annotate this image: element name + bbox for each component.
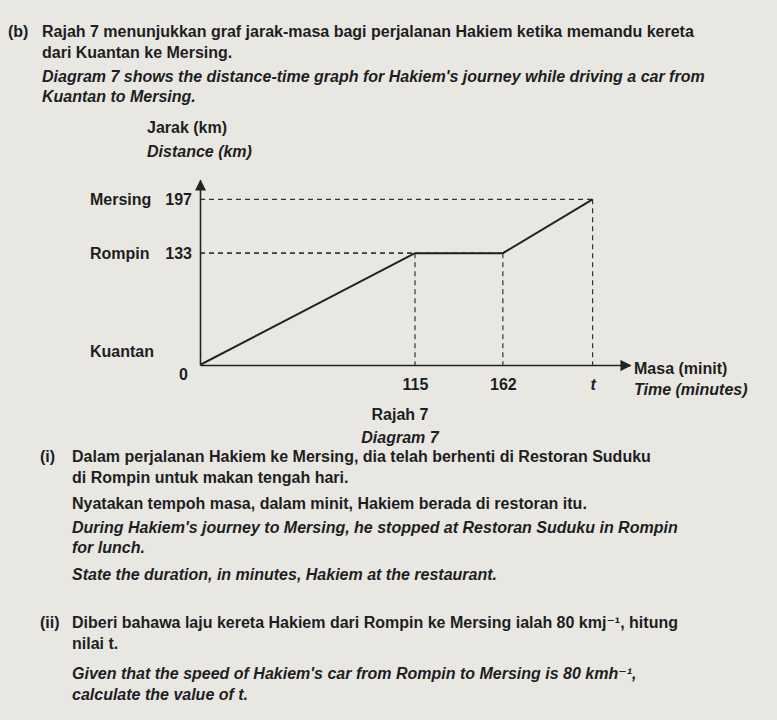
y-axis: 0 133 197 <box>165 181 200 383</box>
guide-line <box>502 253 503 365</box>
part-ms: di Rompin untuk makan tengah hari. <box>72 469 348 486</box>
part-ms: nilai t. <box>72 635 118 652</box>
intro-ms: dari Kuantan ke Mersing. <box>42 44 232 61</box>
x-tick: t <box>590 365 596 393</box>
part-ms: Nyatakan tempoh masa, dalam minit, Hakie… <box>72 495 587 512</box>
y-tick-label: 197 <box>165 191 192 208</box>
x-tick: 162 <box>490 365 517 393</box>
part-en: During Hakiem's journey to Mersing, he s… <box>72 519 678 536</box>
page: (b) Rajah 7 menunjukkan graf jarak-masa b… <box>0 0 777 720</box>
intro-en: Diagram 7 shows the distance-time graph … <box>42 68 705 85</box>
place-label: Kuantan <box>90 343 154 360</box>
y-tick: 0 <box>179 366 200 383</box>
intro-en: Kuantan to Mersing. <box>42 88 196 105</box>
x-tick-label: 115 <box>403 376 429 393</box>
part-label: (i) <box>40 448 55 465</box>
question-label: (b) <box>8 23 28 40</box>
guide-line <box>414 253 415 365</box>
x-axis: 115 162 t <box>201 365 631 393</box>
intro-ms: Rajah 7 menunjukkan graf jarak-masa bagi… <box>42 23 694 40</box>
chart-title: Rajah 7 <box>372 406 429 423</box>
x-axis-title: Masa (minit) <box>634 360 727 377</box>
y-axis-title: Distance (km) <box>147 143 252 160</box>
part-label: (ii) <box>40 614 60 631</box>
guide-line <box>592 199 593 365</box>
chart-subtitle: Diagram 7 <box>361 429 439 446</box>
distance-line <box>200 199 593 365</box>
y-tick-label: 133 <box>165 245 192 262</box>
plot-area <box>200 199 593 365</box>
guide-line <box>200 199 593 200</box>
place-label: Rompin <box>90 245 150 262</box>
place-label: Mersing <box>90 191 151 208</box>
x-tick: 115 <box>403 365 429 393</box>
y-tick-label: 0 <box>179 366 188 383</box>
x-tick-label: t <box>590 376 596 393</box>
part-en: for lunch. <box>72 539 145 556</box>
y-tick: 197 <box>165 191 200 208</box>
x-axis-line <box>201 365 631 367</box>
x-axis-title: Time (minutes) <box>634 381 748 398</box>
y-axis-title: Jarak (km) <box>147 119 227 136</box>
part-ms: Dalam perjalanan Hakiem ke Mersing, dia … <box>72 448 651 465</box>
part-en: Given that the speed of Hakiem's car fro… <box>72 665 636 682</box>
y-tick: 133 <box>165 245 200 262</box>
part-en: calculate the value of t. <box>72 686 248 703</box>
x-tick-label: 162 <box>490 376 517 393</box>
part-ms: Diberi bahawa laju kereta Hakiem dari Ro… <box>72 614 678 631</box>
part-en: State the duration, in minutes, Hakiem a… <box>72 566 497 583</box>
y-axis-line <box>200 181 202 366</box>
